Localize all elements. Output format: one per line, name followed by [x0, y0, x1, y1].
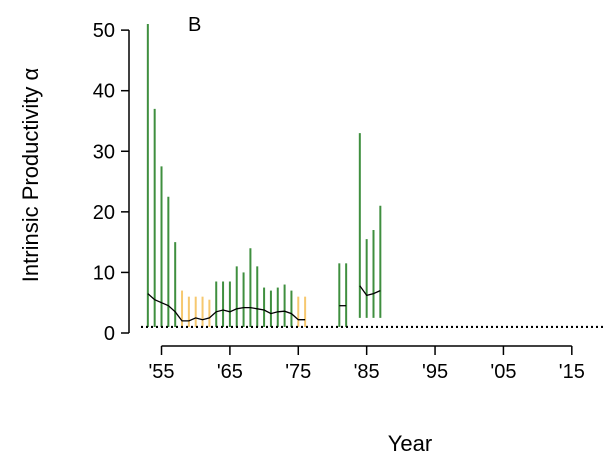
x-tick-label-2005: '05	[490, 361, 516, 383]
x-tick-label-1995: '95	[422, 361, 448, 383]
x-axis-title: Year	[388, 431, 432, 456]
x-tick-label-2015: '15	[559, 361, 585, 383]
x-tick-label-1955: '55	[148, 361, 174, 383]
x-tick-label-1965: '65	[217, 361, 243, 383]
x-tick-label-1975: '75	[285, 361, 311, 383]
interval-bars	[146, 24, 382, 327]
y-axis-title: Intrinsic Productivity α	[18, 67, 43, 282]
y-tick-label-30: 30	[93, 141, 115, 163]
median-line-3	[359, 285, 381, 297]
x-ticks: '55 '65 '75 '85 '95 '05 '15	[148, 346, 585, 383]
y-ticks: 0 10 20 30 40 50	[93, 20, 129, 345]
y-tick-label-0: 0	[104, 323, 115, 345]
y-tick-label-50: 50	[93, 20, 115, 42]
x-tick-label-1985: '85	[354, 361, 380, 383]
y-tick-label-20: 20	[93, 202, 115, 224]
median-line-1	[147, 293, 306, 322]
axes: 0 10 20 30 40 50 '55 '65 '75 '85 '95 '05 '15	[93, 20, 585, 383]
y-tick-label-40: 40	[93, 81, 115, 103]
y-tick-label-10: 10	[93, 262, 115, 284]
median-lines	[147, 285, 381, 322]
panel-label: B	[188, 14, 201, 36]
